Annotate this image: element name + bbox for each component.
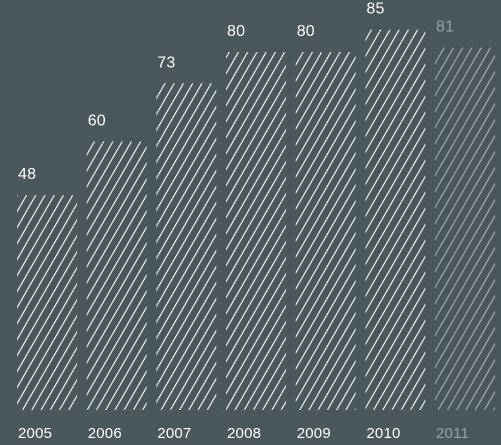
- bar-2007: [156, 83, 217, 411]
- bar-2008: [226, 52, 286, 410]
- x-tick-label-2009: 2009: [297, 425, 331, 442]
- bar-2010: [365, 29, 426, 410]
- data-label-2009: 80: [297, 23, 315, 40]
- x-tick-label-2011: 2011: [436, 425, 469, 442]
- data-label-2010: 85: [366, 1, 384, 18]
- x-tick-label-2008: 2008: [227, 425, 261, 442]
- data-label-2011: 81: [436, 19, 454, 36]
- x-tick-label-2007: 2007: [157, 425, 191, 442]
- data-label-2007: 73: [157, 54, 175, 71]
- bar-2005: [17, 195, 77, 410]
- bar-2006: [86, 141, 147, 410]
- bar-2009: [295, 52, 356, 410]
- tick-labels-layer: 2005 2006 2007 2008 2009 2010 2011: [18, 425, 469, 442]
- x-tick-label-2005: 2005: [18, 425, 52, 442]
- bar-2011: [435, 47, 495, 410]
- data-label-2008: 80: [227, 23, 245, 40]
- x-tick-label-2006: 2006: [88, 425, 122, 442]
- x-tick-label-2010: 2010: [366, 425, 400, 442]
- bars-layer: [17, 29, 495, 411]
- value-labels-layer: 48 60 73 80 80 85 81: [18, 1, 454, 184]
- data-label-2006: 60: [88, 113, 106, 130]
- data-label-2005: 48: [18, 166, 36, 183]
